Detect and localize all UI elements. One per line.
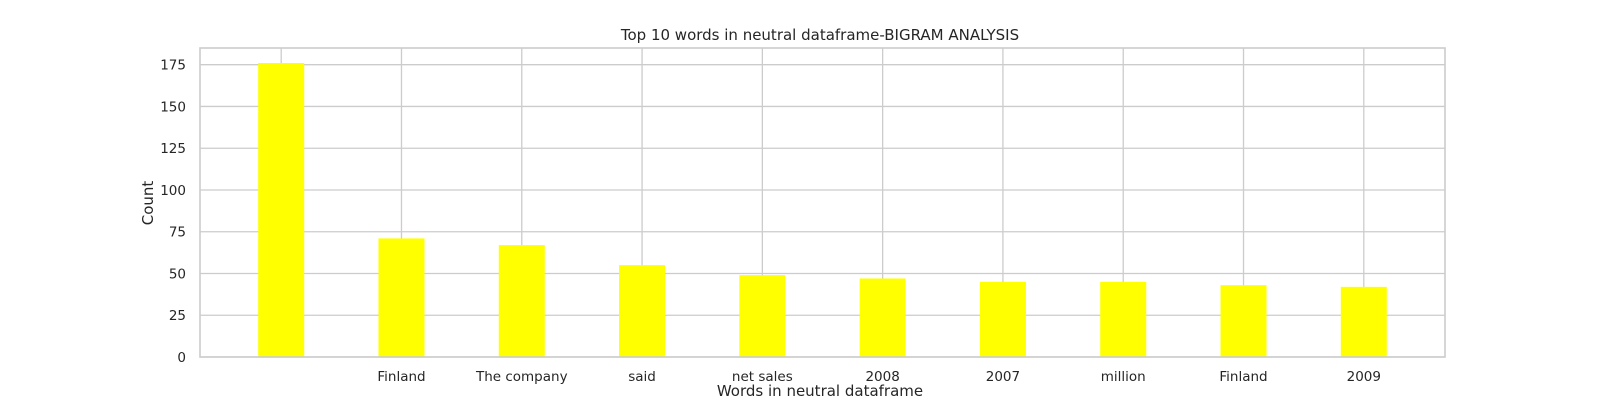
x-tick-label: 2007 (986, 369, 1020, 385)
y-axis-title: Count (139, 181, 157, 226)
x-tick-label: 2008 (865, 369, 899, 385)
x-tick-labels: Finland The company said net sales 2008 2007 m… (377, 369, 1381, 385)
bar (1340, 286, 1387, 357)
x-tick-label: million (1101, 369, 1146, 385)
x-tick-label: said (628, 369, 656, 385)
bar (739, 275, 786, 357)
bar (258, 63, 305, 357)
x-tick-label: The company (475, 369, 568, 385)
y-tick-label: 50 (169, 266, 186, 282)
x-axis-title: Words in neutral dataframe (717, 382, 923, 400)
y-tick-label: 100 (160, 183, 186, 199)
y-tick-label: 175 (160, 58, 186, 74)
y-tick-label: 75 (169, 225, 186, 241)
bar (859, 278, 906, 357)
x-tick-label: net sales (732, 369, 793, 385)
bar (1100, 281, 1147, 357)
bar (378, 238, 425, 357)
y-tick-label: 25 (169, 308, 186, 324)
chart-title: Top 10 words in neutral dataframe-BIGRAM… (620, 26, 1019, 44)
y-tick-label: 150 (160, 99, 186, 115)
bar-layer (258, 63, 1387, 357)
y-tick-label: 0 (177, 350, 186, 366)
y-tick-labels: 0 25 50 75 100 125 150 175 (160, 58, 186, 366)
plot-frame (199, 47, 1446, 358)
x-tick-label: 2009 (1347, 369, 1381, 385)
bar (498, 245, 545, 357)
frame-layer (199, 47, 1446, 358)
x-tick-label: Finland (377, 369, 425, 385)
y-tick-label: 125 (160, 141, 186, 157)
bar (979, 281, 1026, 357)
bar (1220, 285, 1267, 357)
x-tick-label: Finland (1219, 369, 1267, 385)
bar (619, 265, 666, 357)
